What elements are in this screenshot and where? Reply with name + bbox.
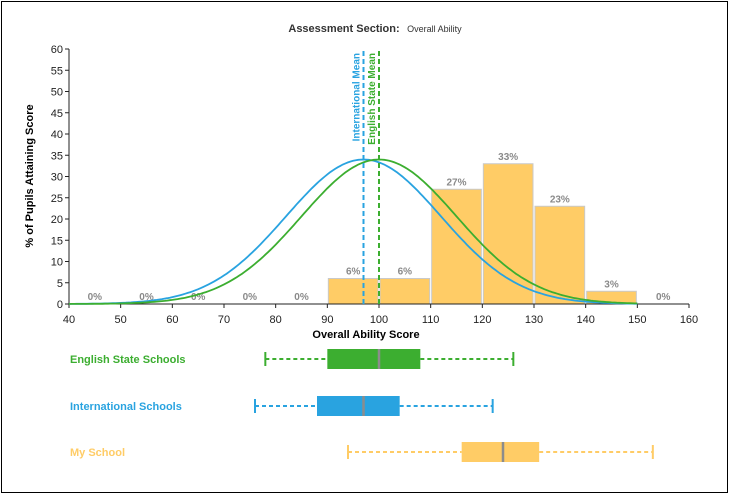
y-tick-label-8: 40	[51, 129, 63, 141]
y-tick-label-3: 15	[51, 235, 63, 247]
bar-data-label-5: 6%	[346, 267, 361, 278]
x-tick-label-11: 150	[628, 314, 646, 326]
bar-data-label-3: 0%	[243, 292, 258, 303]
x-tick-label-3: 70	[218, 314, 230, 326]
y-tick-label-12: 60	[51, 44, 63, 56]
mean-line-label-1: English State Mean	[367, 53, 378, 145]
x-tick-label-10: 140	[576, 314, 594, 326]
y-tick-label-2: 10	[51, 257, 63, 269]
y-tick-label-7: 35	[51, 150, 63, 162]
y-tick-label-6: 30	[51, 172, 63, 184]
histogram-bar-9	[534, 205, 586, 305]
y-tick-label-1: 5	[57, 278, 63, 290]
bar-data-label-10: 3%	[604, 279, 619, 290]
bar-data-label-7: 27%	[446, 177, 466, 188]
x-tick-label-4: 80	[270, 314, 282, 326]
y-axis-label: % of Pupils Attaining Score	[24, 104, 36, 247]
bar-data-label-6: 6%	[398, 267, 413, 278]
mean-line-label-0: International Mean	[352, 53, 363, 141]
x-axis-label: Overall Ability Score	[312, 329, 419, 341]
y-tick-label-4: 20	[51, 214, 63, 226]
y-tick-label-11: 55	[51, 65, 63, 77]
distribution-curve-1	[68, 158, 638, 305]
boxplot-label-2: My School	[70, 447, 125, 459]
y-tick-label-5: 25	[51, 193, 63, 205]
histogram-bar-7	[431, 188, 482, 305]
chart-title: Assessment Section: Overall Ability	[288, 19, 462, 36]
boxplot-box-1	[317, 396, 400, 416]
boxplot-box-0	[327, 349, 421, 369]
x-tick-label-2: 60	[166, 314, 178, 326]
y-tick-label-9: 45	[51, 108, 63, 120]
histogram-bar-8	[482, 163, 534, 305]
bar-data-label-9: 23%	[550, 194, 570, 205]
histogram-bar-6	[379, 278, 431, 305]
plot-area: 0% 0% 0% 0% 0% 6% 6% 27% 33% 23% 3% 0% 0 5 10 15 20 25 30 3…	[51, 44, 698, 462]
title-value: Overall Ability	[407, 24, 462, 34]
x-tick-label-1: 50	[115, 314, 127, 326]
distribution-curve-0	[69, 158, 638, 305]
x-tick-label-8: 120	[473, 314, 491, 326]
x-tick-label-7: 110	[422, 314, 440, 326]
y-tick-label-0: 0	[57, 299, 63, 311]
boxplot-label-1: International Schools	[70, 401, 182, 413]
histogram-bar-5	[327, 278, 379, 305]
bar-data-label-4: 0%	[294, 292, 309, 303]
bar-data-label-2: 0%	[191, 292, 206, 303]
x-tick-label-5: 90	[321, 314, 333, 326]
x-tick-label-12: 160	[680, 314, 698, 326]
x-tick-label-6: 100	[370, 314, 388, 326]
bar-data-label-1: 0%	[139, 292, 154, 303]
x-tick-label-0: 40	[63, 314, 75, 326]
y-tick-label-10: 50	[51, 87, 63, 99]
boxplot-label-0: English State Schools	[70, 354, 186, 366]
x-tick-label-9: 130	[525, 314, 543, 326]
bar-data-label-0: 0%	[88, 292, 103, 303]
bar-data-label-11: 0%	[656, 292, 671, 303]
title-label: Assessment Section:	[288, 23, 399, 35]
boxplot-box-2	[461, 442, 540, 462]
bar-data-label-8: 33%	[498, 152, 518, 163]
